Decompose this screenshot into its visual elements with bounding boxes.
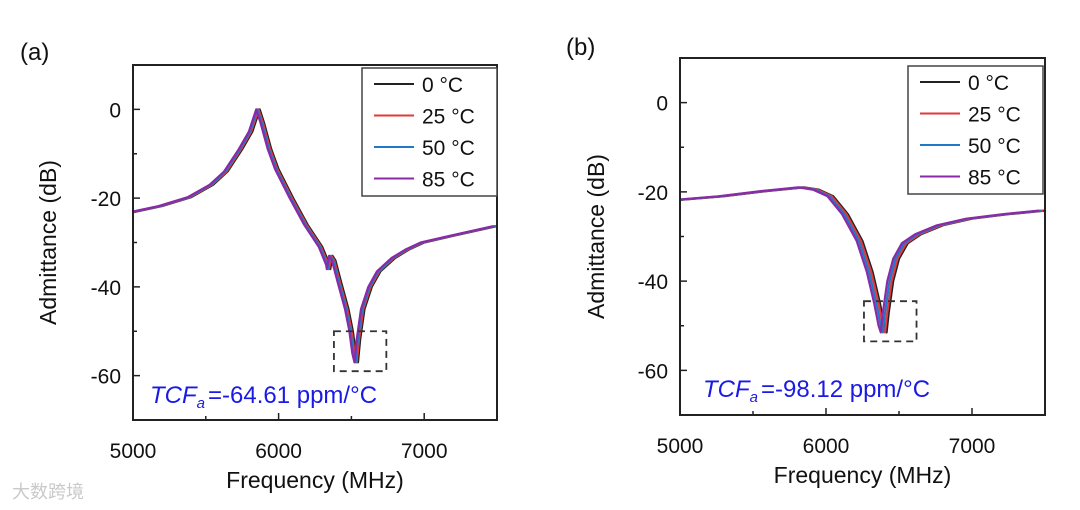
y-tick-label: 0 [109, 99, 121, 122]
legend-label: 85 °C [968, 167, 1021, 190]
legend-label: 85 °C [422, 169, 475, 192]
tcf-value: =-64.61 ppm/°C [208, 382, 377, 409]
series-line-50C [680, 186, 1042, 334]
panel-label: (b) [566, 34, 595, 61]
x-tick-label: 7000 [949, 435, 996, 458]
dashed-highlight-box [863, 300, 918, 343]
x-tick-label: 6000 [255, 440, 302, 463]
dashed-highlight-box [333, 330, 388, 373]
legend-label: 50 °C [422, 137, 475, 160]
x-tick-label: 6000 [803, 435, 850, 458]
series-line-25C [680, 186, 1044, 334]
y-axis-label: Admittance (dB) [35, 160, 61, 325]
legend: 0 °C 25 °C 50 °C 85 °C [361, 67, 498, 197]
y-tick-label: -40 [638, 271, 668, 294]
tcf-value: =-98.12 ppm/°C [761, 376, 930, 403]
tcf-annotation: TCFa =-98.12 ppm/°C [703, 376, 930, 406]
legend-frame [907, 65, 1044, 195]
legend-label: 25 °C [968, 104, 1021, 127]
x-axis-label: Frequency (MHz) [226, 467, 404, 493]
y-tick-label: -60 [638, 360, 668, 383]
y-tick-label: 0 [656, 93, 668, 116]
panel-label: (a) [20, 39, 49, 66]
y-axis-label: Admittance (dB) [583, 154, 609, 319]
x-tick-label: 7000 [401, 440, 448, 463]
y-tick-label: -40 [91, 277, 121, 300]
tcf-prefix: TCF [150, 382, 198, 409]
legend-label: 50 °C [968, 135, 1021, 158]
legend-frame [361, 67, 498, 197]
legend-label: 25 °C [422, 106, 475, 129]
x-tick-label: 5000 [657, 435, 704, 458]
x-tick-label: 5000 [110, 440, 157, 463]
y-tick-label: -60 [91, 366, 121, 389]
x-axis-label: Frequency (MHz) [774, 462, 952, 488]
tcf-subscript: a [750, 389, 758, 406]
tcf-prefix: TCF [703, 376, 751, 403]
y-tick-label: -20 [91, 188, 121, 211]
watermark-text: 大数跨境 [12, 482, 84, 502]
chart-panel-b: 5000 6000 7000 0 -20 -40 -60 Frequency (MHz) Adm… [566, 34, 1046, 488]
legend-label: 0 °C [968, 72, 1009, 95]
y-tick-label: -20 [638, 182, 668, 205]
tcf-subscript: a [197, 395, 205, 412]
series-line-85C [133, 108, 494, 364]
series-line-85C [680, 186, 1040, 334]
legend-label: 0 °C [422, 74, 463, 97]
legend: 0 °C 25 °C 50 °C 85 °C [907, 65, 1044, 195]
chart-panel-a: 5000 6000 7000 0 -20 -40 -60 Frequency (MHz) Adm… [20, 39, 498, 493]
tcf-annotation: TCFa =-64.61 ppm/°C [150, 382, 377, 412]
